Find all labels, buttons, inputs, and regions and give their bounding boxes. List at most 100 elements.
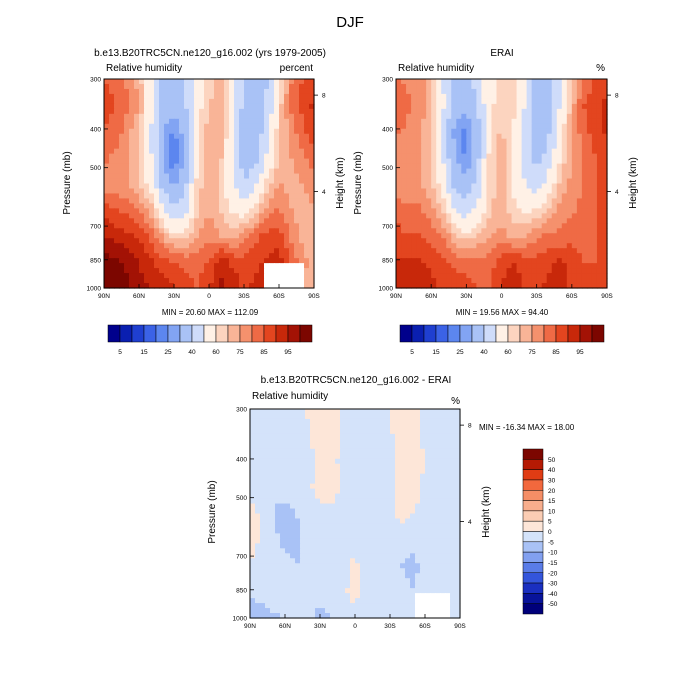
contour-cell [435,553,441,559]
contour-cell [365,523,371,530]
contour-cell [104,183,110,190]
contour-cell [149,168,155,175]
contour-cell [305,409,311,415]
contour-cell [204,198,210,205]
colorbar-label: 95 [576,349,584,356]
contour-cell [416,98,422,105]
contour-cell [431,113,437,120]
contour-cell [396,243,402,249]
contour-cell [290,563,296,569]
contour-cell [471,138,477,145]
contour-cell [239,243,245,249]
contour-cell [436,188,442,195]
contour-cell [446,138,452,145]
contour-cell [556,113,563,120]
contour-cell [280,483,286,490]
contour-cell [551,208,558,214]
contour-cell [526,273,533,279]
contour-cell [446,158,452,165]
contour-cell [461,108,467,115]
contour-cell [390,523,396,530]
contour-cell [526,183,533,190]
contour-cell [199,193,205,200]
contour-cell [264,243,270,249]
contour-cell [249,243,255,249]
contour-cell [586,208,593,214]
contour-cell [164,238,170,244]
contour-cell [269,123,275,130]
contour-cell [184,118,190,125]
contour-cell [299,143,305,150]
contour-cell [441,148,447,155]
contour-cell [486,183,493,190]
contour-cell [556,183,563,190]
contour-cell [446,88,452,95]
contour-cell [521,218,528,224]
contour-cell [586,183,593,190]
contour-cell [109,108,115,115]
contour-cell [169,79,175,85]
contour-cell [275,418,281,425]
contour-cell [294,133,300,140]
contour-cell [385,453,391,460]
contour-cell [335,548,341,554]
contour-cell [456,143,462,150]
contour-cell [556,98,563,105]
contour-cell [290,468,296,475]
contour-cell [275,488,281,495]
contour-cell [385,498,391,505]
colorbar-box [203,324,217,343]
contour-cell [576,118,583,125]
contour-cell [109,123,115,130]
contour-cell [315,558,321,564]
contour-cell [350,458,356,465]
contour-cell [129,79,135,85]
y-tick-label: 1000 [379,286,394,293]
contour-cell [119,148,125,155]
contour-cell [274,143,280,150]
contour-cell [129,108,135,115]
contour-cell [109,128,115,135]
contour-cell [154,183,160,190]
contour-cell [551,218,558,224]
contour-cell [335,468,341,475]
contour-cell [139,188,145,195]
contour-cell [249,188,255,195]
contour-cell [596,98,603,105]
contour-cell [209,113,215,120]
contour-cell [401,118,407,125]
contour-cell [481,103,488,110]
contour-cell [421,268,427,274]
contour-cell [435,503,441,510]
contour-cell [586,228,593,234]
contour-cell [244,148,250,155]
contour-cell [194,118,200,125]
contour-cell [305,518,311,525]
contour-cell [370,533,376,539]
contour-cell [411,238,417,244]
contour-cell [421,183,427,190]
contour-cell [224,148,230,155]
contour-cell [279,208,285,214]
contour-cell [320,498,326,505]
contour-cell [149,123,155,130]
contour-cell [294,268,300,274]
contour-cell [119,113,125,120]
contour-cell [284,283,290,289]
contour-cell [541,93,548,100]
contour-cell [284,123,290,130]
contour-cell [109,153,115,160]
contour-cell [566,93,573,100]
x-tick-label: 90S [308,293,320,300]
contour-cell [325,553,331,559]
contour-cell [330,553,336,559]
contour-cell [289,83,295,90]
contour-cell [265,438,271,445]
contour-cell [335,483,341,490]
contour-cell [129,218,135,224]
contour-cell [491,143,498,150]
contour-cell [561,113,568,120]
contour-cell [229,203,235,209]
contour-cell [189,238,195,244]
contour-cell [511,223,518,229]
